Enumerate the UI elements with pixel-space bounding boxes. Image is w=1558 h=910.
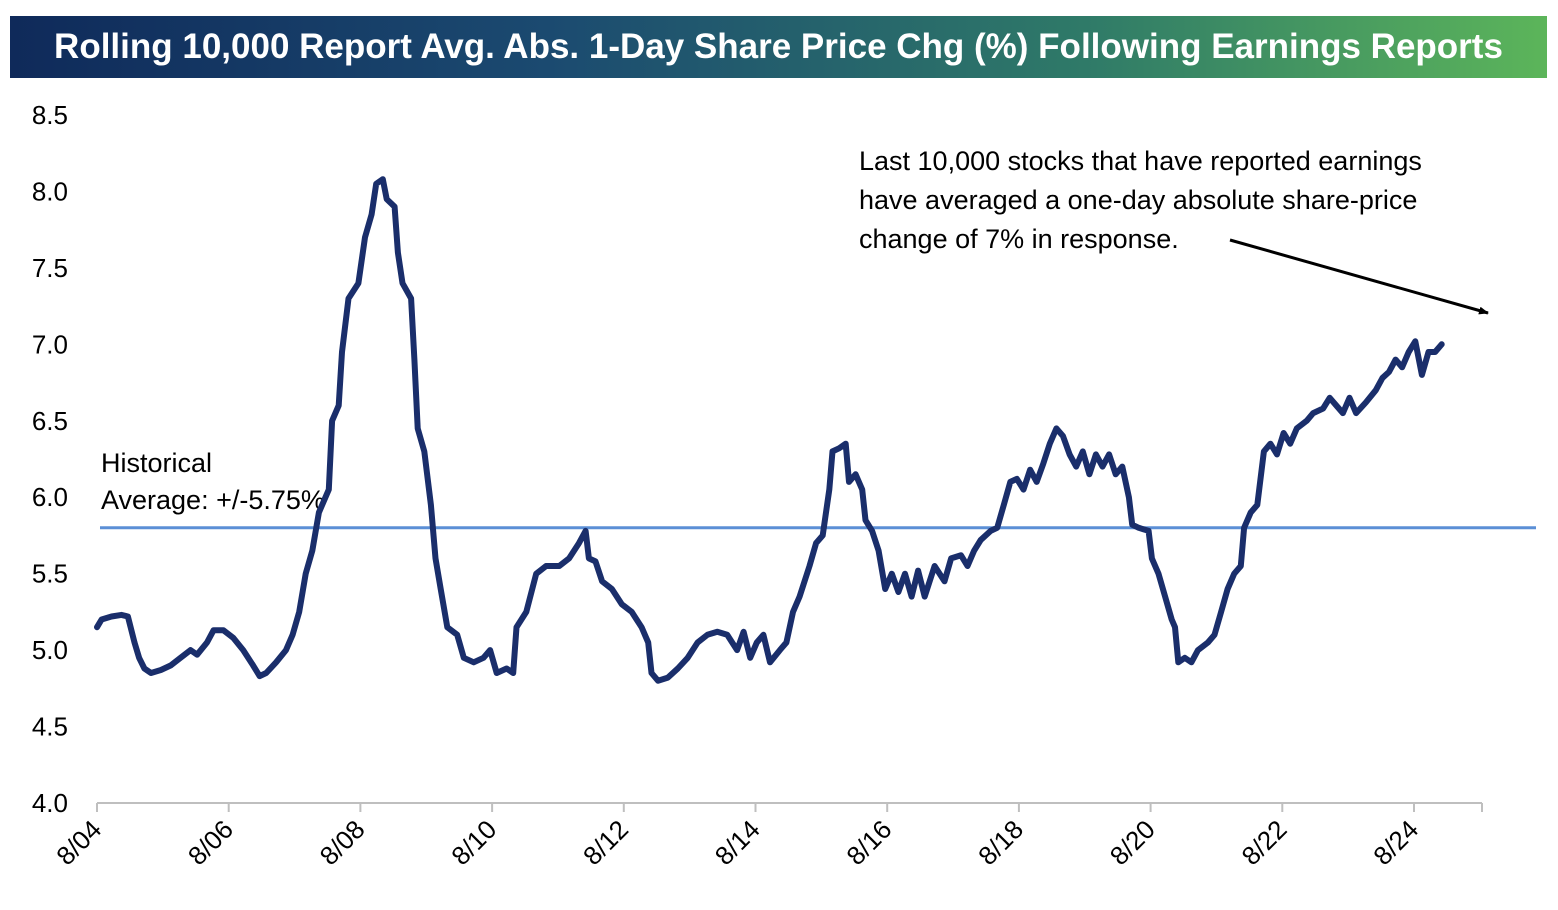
y-tick-label: 8.0 (32, 176, 68, 206)
y-tick-label: 7.5 (32, 253, 68, 283)
series-group (94, 176, 1445, 684)
x-tick-label: 8/06 (182, 814, 239, 871)
annotation-arrow (1229, 238, 1489, 315)
y-tick-label: 4.0 (32, 788, 68, 818)
x-tick-label: 8/18 (972, 814, 1029, 871)
x-axis: 8/04 8/06 8/08 8/10 8/12 8/14 8/16 8/18 8/20 8/22… (50, 802, 1483, 871)
y-tick-label: 5.5 (32, 559, 68, 589)
y-tick-label: 6.5 (32, 406, 68, 436)
x-tick-label: 8/10 (445, 814, 502, 871)
annotation-text-line: change of 7% in response. (859, 224, 1179, 254)
x-tick-label: 8/20 (1104, 814, 1161, 871)
y-tick-label: 4.5 (32, 712, 68, 742)
x-tick-label: 8/24 (1367, 814, 1424, 871)
x-tick-label: 8/12 (577, 814, 634, 871)
reference-label-line1: Historical (101, 448, 212, 478)
y-tick-label: 6.0 (32, 482, 68, 512)
y-tick-label: 8.5 (32, 100, 68, 130)
chart-title-bar: Rolling 10,000 Report Avg. Abs. 1-Day Sh… (10, 16, 1547, 78)
chart-title: Rolling 10,000 Report Avg. Abs. 1-Day Sh… (54, 27, 1503, 66)
y-axis-tick-labels: 4.0 4.5 5.0 5.5 6.0 6.5 7.0 7.5 8.0 8.5 (32, 100, 68, 818)
x-tick-label: 8/08 (314, 814, 371, 871)
x-tick-label: 8/14 (709, 814, 766, 871)
series-line (94, 176, 1445, 684)
x-tick-label: 8/04 (50, 814, 107, 871)
x-tick-label: 8/22 (1236, 814, 1293, 871)
y-tick-label: 7.0 (32, 329, 68, 359)
annotation-group: Last 10,000 stocks that have reported ea… (859, 146, 1489, 315)
annotation-text-line: Last 10,000 stocks that have reported ea… (859, 146, 1422, 176)
reference-line-group: Historical Average: +/-5.75% (100, 448, 1536, 530)
x-tick-label: 8/16 (840, 814, 897, 871)
y-tick-label: 5.0 (32, 635, 68, 665)
annotation-text-line: have averaged a one-day absolute share-p… (859, 185, 1417, 215)
reference-label-line2: Average: +/-5.75% (101, 485, 325, 515)
